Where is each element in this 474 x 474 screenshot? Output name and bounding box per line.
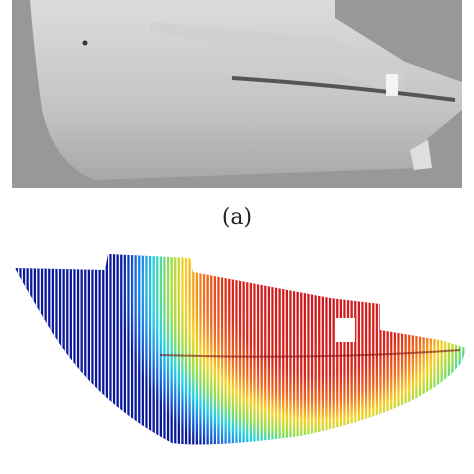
hull-shading (150, 22, 405, 96)
hull-hole (82, 40, 88, 46)
cloud-rail (159, 349, 461, 358)
rub-rail (231, 76, 456, 102)
hull (30, 0, 462, 180)
panel-b (15, 254, 466, 445)
rudder (410, 140, 432, 170)
panel-a (12, 0, 462, 188)
hull-window (386, 74, 398, 96)
cloud-window (335, 318, 355, 342)
caption: (a) (222, 205, 252, 230)
